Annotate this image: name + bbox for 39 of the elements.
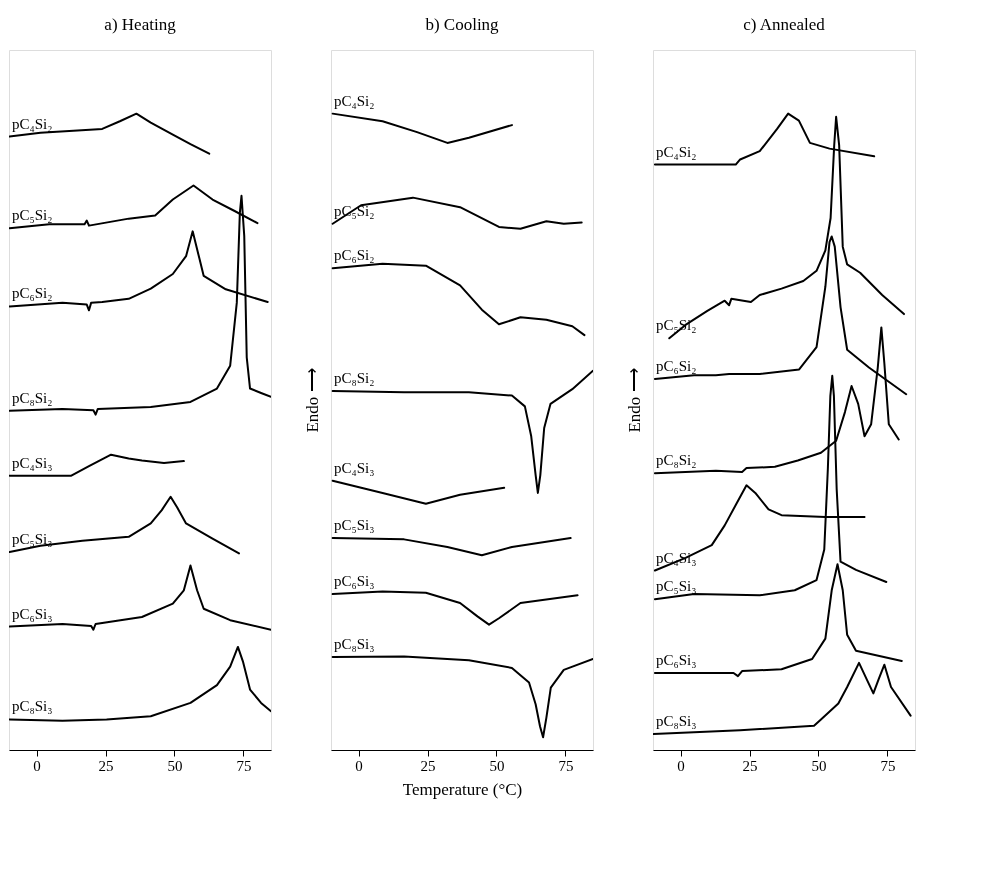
series-label: pC₆Si₃ <box>12 605 53 622</box>
chart-title: a) Heating <box>104 15 177 34</box>
series-label: pC₈Si₂ <box>334 370 375 387</box>
series-label: pC₆Si₂ <box>656 358 697 374</box>
series-label: pC₅Si₃ <box>656 578 697 595</box>
x-tick-label: 75 <box>558 757 574 774</box>
series-label: pC₆Si₂ <box>334 247 375 264</box>
chart-title: c) Annealed <box>743 15 826 34</box>
x-tick-label: 75 <box>236 757 252 774</box>
series-label: pC₄Si₂ <box>334 92 375 109</box>
x-tick-label: 25 <box>98 757 114 774</box>
series-label: pC₆Si₃ <box>334 573 375 590</box>
x-axis-title: Temperature (°C) <box>402 779 523 799</box>
series-label: pC₄Si₃ <box>334 459 375 476</box>
series-label: pC₆Si₃ <box>656 652 697 668</box>
x-tick-label: 50 <box>167 757 183 774</box>
series-label: pC₈Si₃ <box>334 636 375 653</box>
series-label: pC₄Si₂ <box>12 115 53 132</box>
x-tick-label: 0 <box>33 757 41 774</box>
series-label: pC₈Si₃ <box>12 698 53 715</box>
x-tick-label: 0 <box>355 757 363 774</box>
y-axis-title: Endo ⟶ <box>624 368 644 433</box>
series-label: pC₆Si₂ <box>12 285 53 302</box>
series-label: pC₄Si₂ <box>656 143 697 160</box>
x-tick-label: 75 <box>880 757 896 774</box>
x-tick-label: 50 <box>811 757 827 774</box>
x-tick-label: 0 <box>677 757 685 774</box>
series-label: pC₅Si₃ <box>12 531 53 548</box>
series-label: pC₈Si₂ <box>12 389 53 406</box>
series-label: pC₅Si₃ <box>334 517 375 534</box>
y-axis-title: Endo ⟶ <box>302 368 322 433</box>
series-label: pC₅Si₂ <box>12 207 53 224</box>
series-label: pC₄Si₃ <box>12 454 53 471</box>
chart-title: b) Cooling <box>425 15 500 34</box>
x-tick-label: 25 <box>742 757 758 774</box>
series-label: pC₈Si₃ <box>656 713 697 730</box>
series-label: pC₈Si₂ <box>656 452 697 469</box>
x-tick-label: 25 <box>420 757 436 774</box>
x-tick-label: 50 <box>489 757 505 774</box>
